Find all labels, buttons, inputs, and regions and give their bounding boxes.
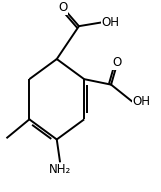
Text: OH: OH bbox=[102, 16, 120, 29]
Text: O: O bbox=[58, 1, 68, 14]
Text: OH: OH bbox=[133, 95, 150, 108]
Text: O: O bbox=[113, 56, 122, 69]
Text: NH₂: NH₂ bbox=[49, 163, 71, 176]
